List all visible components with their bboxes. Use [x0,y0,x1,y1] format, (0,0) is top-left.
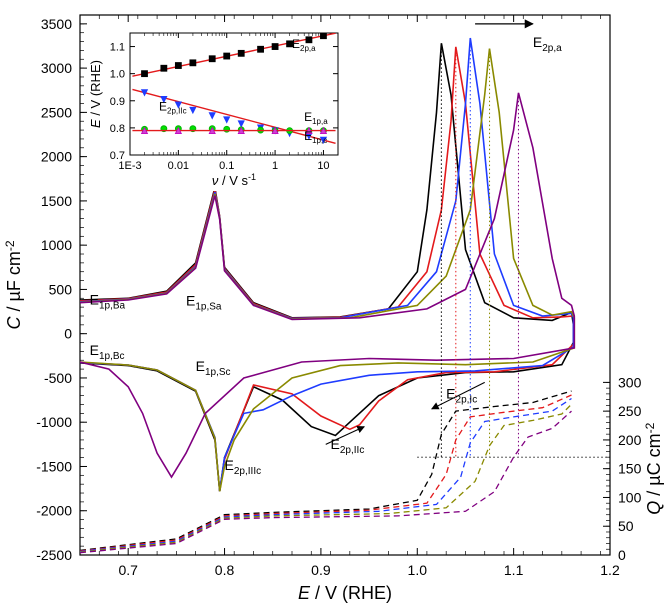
peak-label: E1p,Ba [90,291,126,311]
svg-text:-2500: -2500 [36,547,72,563]
svg-text:0.8: 0.8 [215,562,235,578]
q-trace [80,399,572,552]
svg-text:0.1: 0.1 [219,160,234,172]
x-axis-label: E / V (RHE) [298,583,392,603]
peak-label: E2p,a [533,34,562,54]
svg-text:1.0: 1.0 [110,69,125,81]
peak-label: E2p,IIIc [225,457,262,477]
svg-text:-2000: -2000 [36,503,72,519]
svg-text:0.9: 0.9 [110,96,125,108]
q-trace [80,391,572,550]
svg-text:50: 50 [618,518,634,534]
svg-text:0.8: 0.8 [110,123,125,135]
peak-label: E1p,Sa [186,292,222,312]
svg-text:0.01: 0.01 [168,160,189,172]
svg-text:3000: 3000 [41,60,72,76]
svg-text:0: 0 [618,547,626,563]
svg-text:500: 500 [49,281,73,297]
svg-text:150: 150 [618,461,642,477]
svg-text:1000: 1000 [41,237,72,253]
svg-text:-1500: -1500 [36,458,72,474]
q-trace [80,404,572,552]
svg-text:250: 250 [618,403,642,419]
inset-y-label: E / V (RHE) [88,60,103,128]
svg-text:10: 10 [317,160,329,172]
svg-text:1500: 1500 [41,193,72,209]
svg-text:2000: 2000 [41,149,72,165]
svg-text:0.9: 0.9 [311,562,331,578]
svg-text:-500: -500 [44,370,72,386]
svg-text:3500: 3500 [41,16,72,32]
svg-text:1.2: 1.2 [600,562,620,578]
svg-text:0: 0 [64,326,72,342]
svg-text:1.1: 1.1 [110,42,125,54]
peak-label: E2p,IIc [331,436,365,456]
svg-text:1.1: 1.1 [504,562,524,578]
electrochem-chart-root: 0.7 0.8 0.9 1.0 1.1 1.2 E / V (RHE) -2500 -2000 -… [0,0,672,613]
svg-text:2500: 2500 [41,104,72,120]
svg-text:100: 100 [618,489,642,505]
svg-text:0.7: 0.7 [118,562,138,578]
y-right-label: Q / µC cm-2 [643,422,664,514]
svg-text:E / V (RHE): E / V (RHE) [298,583,392,603]
peak-label: E1p,Sc [196,358,231,378]
chart-svg: 0.7 0.8 0.9 1.0 1.1 1.2 E / V (RHE) -2500 -2000 -… [0,0,672,613]
svg-text:1: 1 [272,160,278,172]
svg-text:200: 200 [618,432,642,448]
svg-text:1E-3: 1E-3 [118,160,141,172]
y-left-label: C / µF cm-2 [3,240,24,329]
svg-text:300: 300 [618,374,642,390]
svg-text:1.0: 1.0 [408,562,428,578]
peak-label: E1p,Bc [90,342,125,362]
svg-text:-1000: -1000 [36,414,72,430]
